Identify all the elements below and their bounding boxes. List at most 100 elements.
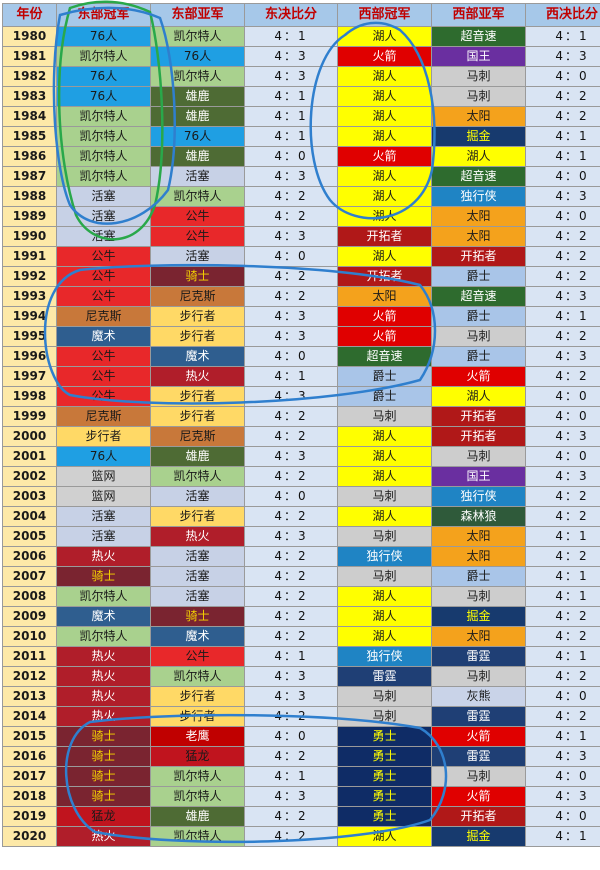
cell-west-runner-up: 灰熊 (431, 686, 526, 707)
cell-east-champion: 公牛 (56, 246, 151, 267)
cell-west-champion: 太阳 (337, 286, 432, 307)
cell-year: 2009 (2, 606, 57, 627)
cell-year: 2019 (2, 806, 57, 827)
cell-east-runner-up: 雄鹿 (150, 446, 245, 467)
table-row: 2011 热火 公牛 4：1 独行侠 雷霆 4：1 (2, 646, 600, 667)
cell-west-champion: 马刺 (337, 566, 432, 587)
cell-east-score: 4：2 (244, 626, 338, 647)
cell-east-score: 4：2 (244, 606, 338, 627)
cell-east-runner-up: 雄鹿 (150, 106, 245, 127)
table-row: 2004 活塞 步行者 4：2 湖人 森林狼 4：2 (2, 506, 600, 527)
cell-year: 2006 (2, 546, 57, 567)
cell-east-champion: 篮网 (56, 466, 151, 487)
table-row: 2003 篮网 活塞 4：0 马刺 独行侠 4：2 (2, 486, 600, 507)
cell-east-score: 4：3 (244, 686, 338, 707)
conference-finals-table: 年份 东部冠军 东部亚军 东决比分 西部冠军 西部亚军 西决比分 1980 76人… (2, 3, 600, 847)
cell-west-champion: 湖人 (337, 166, 432, 187)
table-row: 1990 活塞 公牛 4：3 开拓者 太阳 4：2 (2, 226, 600, 247)
cell-east-score: 4：3 (244, 446, 338, 467)
table-row: 2009 魔术 骑士 4：2 湖人 掘金 4：2 (2, 606, 600, 627)
cell-west-score: 4：3 (525, 786, 600, 807)
cell-west-score: 4：0 (525, 166, 600, 187)
cell-west-champion: 湖人 (337, 26, 432, 47)
cell-west-champion: 湖人 (337, 826, 432, 847)
cell-east-champion: 尼克斯 (56, 406, 151, 427)
cell-east-champion: 活塞 (56, 186, 151, 207)
cell-east-runner-up: 凯尔特人 (150, 186, 245, 207)
cell-west-runner-up: 马刺 (431, 446, 526, 467)
cell-west-runner-up: 太阳 (431, 626, 526, 647)
cell-east-champion: 公牛 (56, 346, 151, 367)
cell-west-score: 4：2 (525, 106, 600, 127)
cell-year: 2008 (2, 586, 57, 607)
cell-year: 1980 (2, 26, 57, 47)
cell-west-runner-up: 开拓者 (431, 806, 526, 827)
cell-east-champion: 76人 (56, 26, 151, 47)
table-row: 1989 活塞 公牛 4：2 湖人 太阳 4：0 (2, 206, 600, 227)
header-east-score: 东决比分 (244, 3, 338, 27)
cell-west-score: 4：2 (525, 86, 600, 107)
cell-east-runner-up: 热火 (150, 526, 245, 547)
cell-west-runner-up: 超音速 (431, 26, 526, 47)
cell-west-runner-up: 雷霆 (431, 746, 526, 767)
cell-east-runner-up: 步行者 (150, 386, 245, 407)
cell-year: 2003 (2, 486, 57, 507)
cell-west-champion: 勇士 (337, 806, 432, 827)
cell-west-champion: 湖人 (337, 66, 432, 87)
cell-west-champion: 火箭 (337, 146, 432, 167)
cell-east-champion: 猛龙 (56, 806, 151, 827)
cell-west-runner-up: 雷霆 (431, 646, 526, 667)
cell-west-champion: 马刺 (337, 526, 432, 547)
cell-year: 1994 (2, 306, 57, 327)
cell-west-score: 4：0 (525, 386, 600, 407)
table-row: 2002 篮网 凯尔特人 4：2 湖人 国王 4：3 (2, 466, 600, 487)
cell-east-score: 4：2 (244, 406, 338, 427)
cell-east-champion: 活塞 (56, 226, 151, 247)
cell-west-score: 4：3 (525, 286, 600, 307)
cell-west-champion: 马刺 (337, 486, 432, 507)
cell-west-runner-up: 火箭 (431, 366, 526, 387)
header-west-runner-up: 西部亚军 (431, 3, 526, 27)
cell-east-champion: 凯尔特人 (56, 586, 151, 607)
cell-east-score: 4：2 (244, 286, 338, 307)
cell-east-score: 4：2 (244, 706, 338, 727)
cell-east-runner-up: 活塞 (150, 546, 245, 567)
cell-west-champion: 马刺 (337, 706, 432, 727)
header-year: 年份 (2, 3, 57, 27)
table-row: 2017 骑士 凯尔特人 4：1 勇士 马刺 4：0 (2, 766, 600, 787)
cell-east-runner-up: 凯尔特人 (150, 786, 245, 807)
table-row: 2019 猛龙 雄鹿 4：2 勇士 开拓者 4：0 (2, 806, 600, 827)
cell-east-score: 4：1 (244, 766, 338, 787)
table-row: 1986 凯尔特人 雄鹿 4：0 火箭 湖人 4：1 (2, 146, 600, 167)
cell-year: 1985 (2, 126, 57, 147)
cell-year: 1990 (2, 226, 57, 247)
cell-west-score: 4：0 (525, 206, 600, 227)
cell-west-score: 4：1 (525, 526, 600, 547)
cell-west-runner-up: 爵士 (431, 566, 526, 587)
cell-east-score: 4：2 (244, 466, 338, 487)
cell-east-score: 4：0 (244, 246, 338, 267)
cell-west-score: 4：2 (525, 266, 600, 287)
cell-west-runner-up: 火箭 (431, 786, 526, 807)
cell-east-runner-up: 活塞 (150, 586, 245, 607)
cell-west-score: 4：2 (525, 626, 600, 647)
cell-east-champion: 76人 (56, 446, 151, 467)
cell-west-champion: 湖人 (337, 246, 432, 267)
cell-year: 2002 (2, 466, 57, 487)
cell-east-champion: 热火 (56, 646, 151, 667)
cell-year: 2014 (2, 706, 57, 727)
cell-west-score: 4：1 (525, 826, 600, 847)
cell-west-runner-up: 超音速 (431, 286, 526, 307)
cell-east-score: 4：0 (244, 146, 338, 167)
cell-east-runner-up: 骑士 (150, 606, 245, 627)
table-row: 1998 公牛 步行者 4：3 爵士 湖人 4：0 (2, 386, 600, 407)
cell-west-score: 4：2 (525, 606, 600, 627)
cell-east-score: 4：2 (244, 566, 338, 587)
cell-west-champion: 湖人 (337, 186, 432, 207)
cell-east-score: 4：2 (244, 586, 338, 607)
table-row: 2010 凯尔特人 魔术 4：2 湖人 太阳 4：2 (2, 626, 600, 647)
cell-east-score: 4：2 (244, 546, 338, 567)
cell-west-runner-up: 马刺 (431, 66, 526, 87)
cell-east-runner-up: 步行者 (150, 686, 245, 707)
